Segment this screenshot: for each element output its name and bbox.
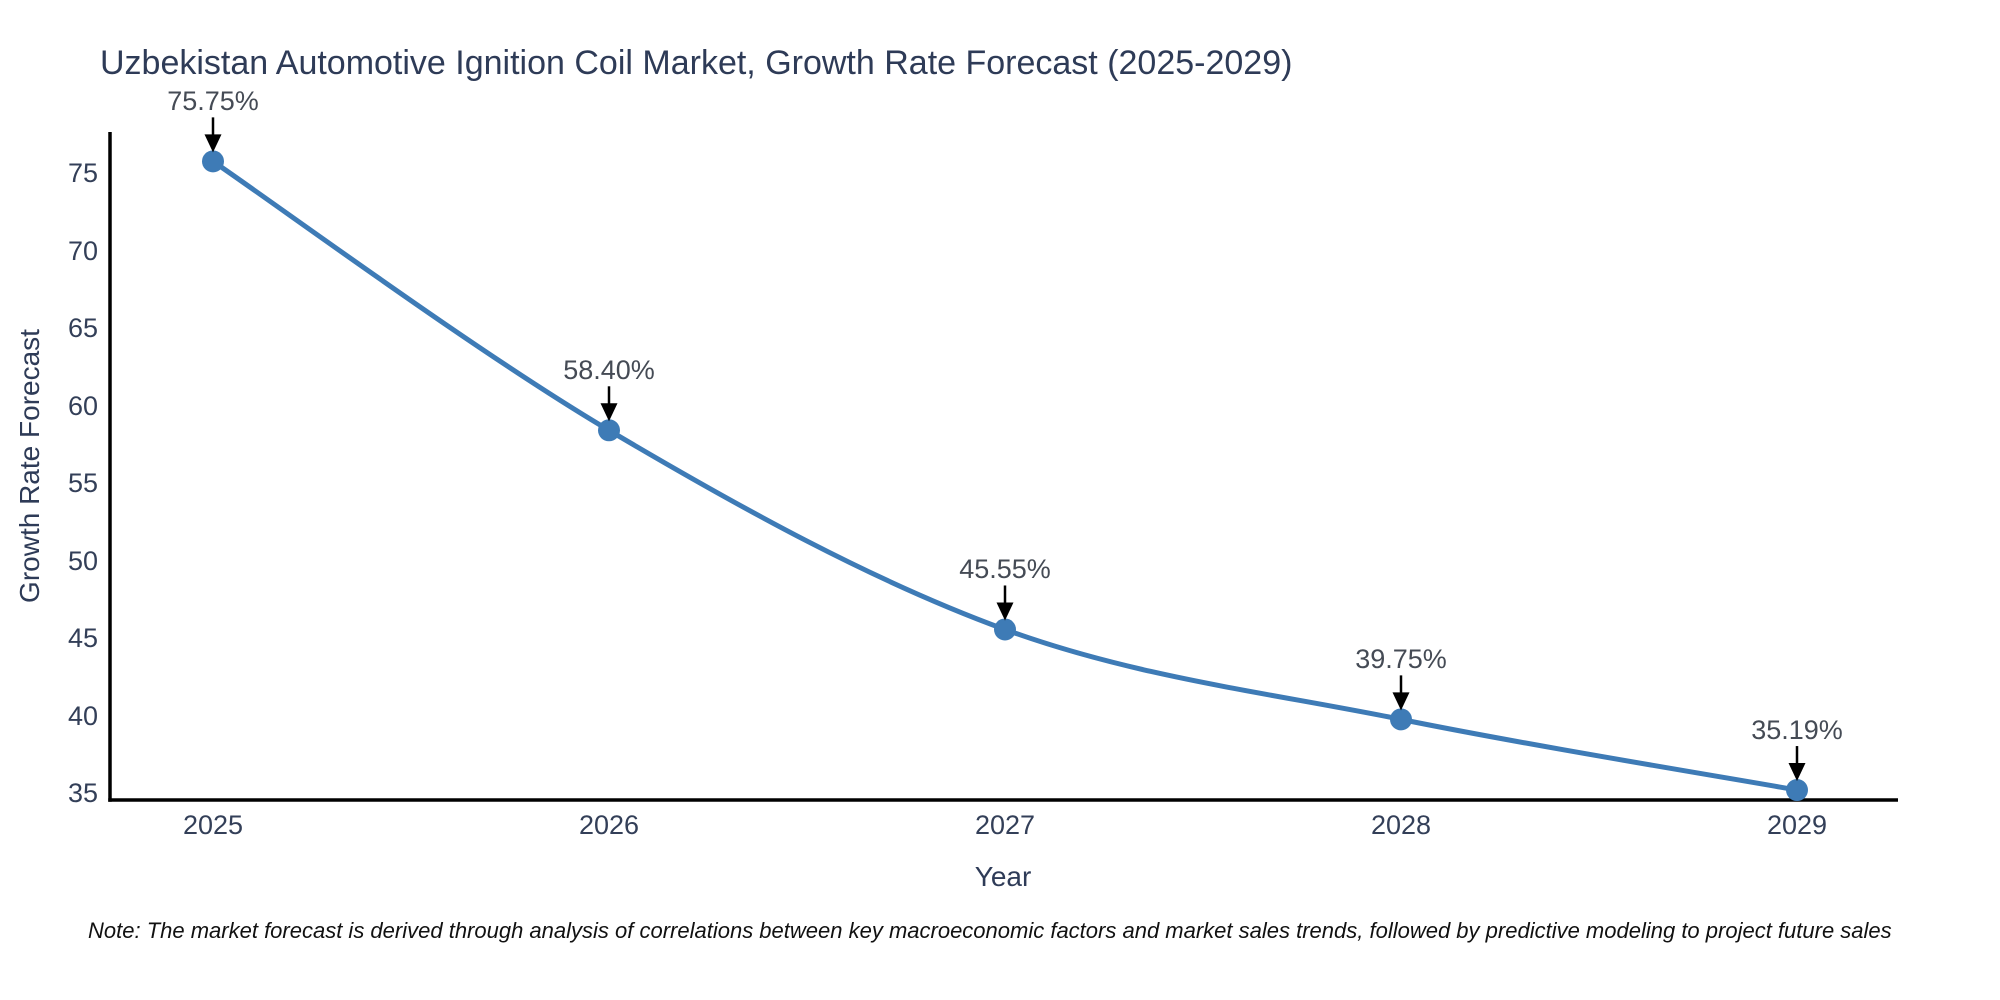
annotation-arrow-head bbox=[600, 403, 618, 422]
x-tick-label: 2028 bbox=[1370, 810, 1432, 840]
x-tick-label: 2026 bbox=[578, 810, 640, 840]
y-tick-label: 75 bbox=[67, 158, 98, 188]
annotation-arrow-head bbox=[996, 602, 1014, 621]
y-tick-label: 60 bbox=[67, 390, 98, 421]
data-point-marker bbox=[202, 150, 224, 173]
x-tick-label: 2025 bbox=[182, 810, 244, 840]
data-point-marker bbox=[1786, 779, 1808, 802]
annotation-label: 75.75% bbox=[167, 86, 259, 117]
annotation-label: 35.19% bbox=[1751, 715, 1843, 746]
annotation-arrow-head bbox=[1392, 692, 1410, 711]
y-tick-label: 35 bbox=[67, 778, 98, 808]
data-point-marker bbox=[1390, 708, 1412, 731]
annotation-label: 58.40% bbox=[563, 355, 655, 386]
x-tick-label: 2029 bbox=[1766, 810, 1828, 840]
data-line bbox=[210, 158, 1800, 793]
data-point-marker bbox=[994, 618, 1016, 641]
annotation-label: 45.55% bbox=[959, 554, 1051, 585]
annotation-arrow-head bbox=[204, 134, 222, 153]
y-tick-label: 70 bbox=[67, 235, 98, 266]
data-point-marker bbox=[598, 419, 620, 442]
annotation-label: 39.75% bbox=[1355, 644, 1447, 675]
y-tick-label: 55 bbox=[67, 468, 98, 498]
y-tick-label: 65 bbox=[67, 313, 98, 343]
chart-title: Uzbekistan Automotive Ignition Coil Mark… bbox=[100, 44, 1293, 82]
x-tick-label: 2027 bbox=[974, 810, 1036, 840]
y-tick-label: 45 bbox=[67, 623, 98, 653]
x-axis-title: Year bbox=[974, 861, 1032, 892]
note-text: Note: The market forecast is derived thr… bbox=[88, 918, 1892, 943]
y-tick-label: 40 bbox=[67, 700, 98, 731]
y-axis-title: Growth Rate Forecast bbox=[14, 329, 45, 603]
annotation-arrow-head bbox=[1788, 763, 1806, 782]
y-tick-label: 50 bbox=[67, 545, 98, 576]
